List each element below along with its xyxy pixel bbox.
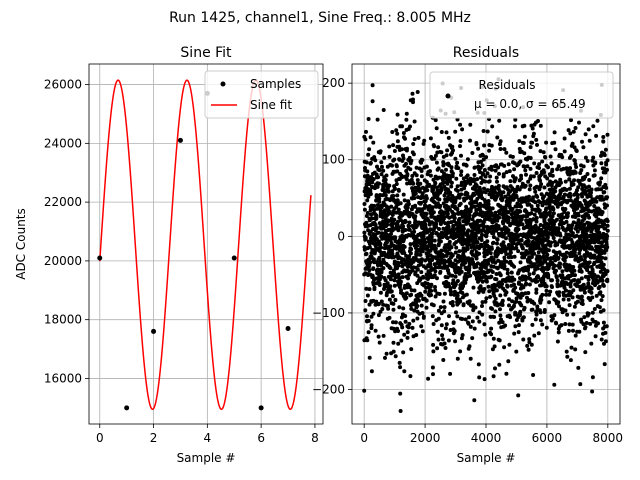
sample-point <box>151 328 157 334</box>
y-tick-label: 0 <box>337 229 345 243</box>
y-tick-label: 26000 <box>44 78 82 92</box>
x-tick-label: 4000 <box>471 431 502 445</box>
sine-fit-line <box>99 79 312 411</box>
x-tick-label: 2000 <box>410 431 441 445</box>
y-tick-label: −200 <box>312 383 345 397</box>
sample-point <box>231 255 237 261</box>
x-tick-label: 4 <box>204 431 212 445</box>
x-tick-label: 8 <box>311 431 319 445</box>
figure-suptitle: Run 1425, channel1, Sine Freq.: 8.005 MH… <box>169 10 471 26</box>
x-tick-label: 6 <box>257 431 265 445</box>
sample-point <box>258 405 264 411</box>
legend-marker-samples <box>220 81 226 87</box>
plot-background <box>89 64 323 424</box>
x-axis-label: Sample # <box>177 451 236 465</box>
x-tick-label: 2 <box>150 431 158 445</box>
y-axis-label: ADC Counts <box>14 208 28 280</box>
y-tick-label: 100 <box>322 153 345 167</box>
legend-box <box>429 71 614 119</box>
legend-box <box>204 70 319 119</box>
legend-title: Residuals <box>479 78 536 92</box>
y-tick-label: 24000 <box>44 136 82 150</box>
legend-label-residuals: μ = 0.0, σ = 65.49 <box>474 97 586 111</box>
x-axis-label: Sample # <box>457 451 516 465</box>
legend: Samples Sine fit <box>204 70 319 119</box>
x-tick-label: 0 <box>360 431 368 445</box>
chart-title: Residuals <box>453 45 519 61</box>
y-tick-label: −100 <box>312 306 345 320</box>
x-tick-label: 0 <box>96 431 104 445</box>
y-tick-label: 20000 <box>44 254 82 268</box>
y-tick-label: 18000 <box>44 313 82 327</box>
y-tick-label: 200 <box>322 76 345 90</box>
sine-fit-chart: 0 2 4 6 8 16000 18000 20000 22000 24000 26000 Sine … <box>14 45 324 465</box>
legend-marker-residuals <box>445 93 451 99</box>
y-tick-label: 22000 <box>44 195 82 209</box>
x-tick-label: 8000 <box>593 431 624 445</box>
sample-point <box>124 405 130 411</box>
legend-label-sine-fit: Sine fit <box>250 98 292 112</box>
chart-title: Sine Fit <box>180 45 232 61</box>
y-tick-label: 16000 <box>44 371 82 385</box>
legend-label-samples: Samples <box>250 77 301 91</box>
sample-point <box>177 137 183 143</box>
sample-point <box>285 325 291 331</box>
residual-points-cloud <box>362 77 610 414</box>
plot-frame <box>351 63 621 425</box>
plot-frame <box>88 63 324 425</box>
residual-points <box>362 77 610 414</box>
x-tick-label: 6000 <box>532 431 563 445</box>
residuals-chart: 0 2000 4000 6000 8000 −200 −100 0 100 200 Residual… <box>312 45 623 465</box>
legend: Residuals μ = 0.0, σ = 65.49 <box>429 71 614 119</box>
sample-point <box>97 255 103 261</box>
